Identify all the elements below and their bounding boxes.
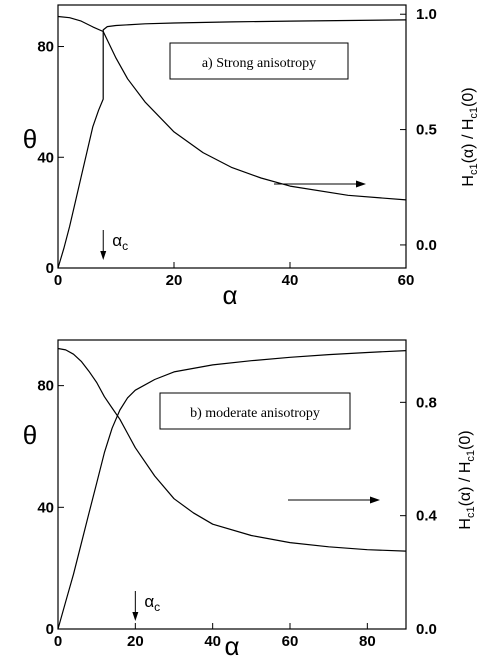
x-axis-label-a: α xyxy=(222,280,237,310)
x-tick-label: 0 xyxy=(54,633,62,650)
x-tick-label: 60 xyxy=(282,633,299,650)
y-right-ticks-b: 0.0 0.4 0.8 xyxy=(400,394,438,638)
x-tick-label: 20 xyxy=(127,633,144,650)
panel-a: 0 20 40 60 0 40 80 0.0 0.5 1.0 a) Strong anisot… xyxy=(23,4,480,310)
y-left-tick-label: 40 xyxy=(37,499,54,516)
series-group-b xyxy=(57,347,407,630)
y-left-ticks-a: 0 40 80 xyxy=(37,39,64,277)
x-tick-label: 40 xyxy=(282,272,299,289)
y-left-label-b: θ xyxy=(23,420,37,450)
y-left-tick-label: 40 xyxy=(37,149,54,166)
y-right-tick-label: 0.8 xyxy=(416,394,437,411)
x-ticks-a: 0 20 40 60 xyxy=(54,262,415,289)
y-left-label-a: θ xyxy=(23,124,37,154)
annotation-a: a) Strong anisotropy xyxy=(202,56,316,71)
annotation-box-b xyxy=(159,392,351,430)
x-axis-label-b: α xyxy=(224,631,239,658)
y-left-ticks-b: 0 40 80 xyxy=(37,378,64,638)
series-line-hc1 xyxy=(57,347,407,552)
annotation-b: b) moderate anisotropy xyxy=(190,406,320,421)
alpha-c-arrowhead-a xyxy=(100,251,107,260)
alpha-c-label-b: αc xyxy=(144,592,160,614)
y-left-tick-label: 0 xyxy=(46,260,54,277)
x-tick-label: 40 xyxy=(204,633,221,650)
arrowhead-right-a xyxy=(356,180,366,188)
series-group-a xyxy=(57,15,407,269)
y-right-tick-label: 0.0 xyxy=(416,237,437,254)
y-right-label-b: Hc1(α) / Hc1(0) xyxy=(457,430,477,529)
series-line-theta xyxy=(57,350,407,630)
alpha-c-marker-b: αc xyxy=(132,591,160,621)
x-tick-label: 20 xyxy=(166,272,183,289)
x-ticks-b: 0 20 40 60 80 xyxy=(54,623,376,650)
y-left-tick-label: 0 xyxy=(46,621,54,638)
y-right-ticks-a: 0.0 0.5 1.0 xyxy=(400,6,437,254)
alpha-c-marker-a: αc xyxy=(100,230,128,260)
series-line-theta xyxy=(57,19,407,269)
panel-b: 0 20 40 60 80 0 40 80 0.0 0.4 0.8 b) moderate an… xyxy=(23,339,477,658)
plot-frame-b xyxy=(57,339,407,630)
plot-frame-a xyxy=(57,4,407,269)
arrowhead-right-b xyxy=(370,496,380,504)
y-right-tick-label: 0.4 xyxy=(416,508,438,525)
y-left-tick-label: 80 xyxy=(37,39,54,56)
y-right-tick-label: 1.0 xyxy=(416,6,437,23)
alpha-c-arrowhead-b xyxy=(132,612,139,621)
series-line-hc1 xyxy=(57,15,407,201)
y-right-tick-label: 0.0 xyxy=(416,621,437,638)
y-right-label-a: Hc1(α) / Hc1(0) xyxy=(460,87,480,186)
x-tick-label: 60 xyxy=(398,272,415,289)
x-tick-label: 80 xyxy=(359,633,376,650)
alpha-c-label-a: αc xyxy=(112,231,128,253)
y-right-tick-label: 0.5 xyxy=(416,122,437,139)
annotation-box-a xyxy=(169,42,349,80)
x-tick-label: 0 xyxy=(54,272,62,289)
y-left-tick-label: 80 xyxy=(37,378,54,395)
